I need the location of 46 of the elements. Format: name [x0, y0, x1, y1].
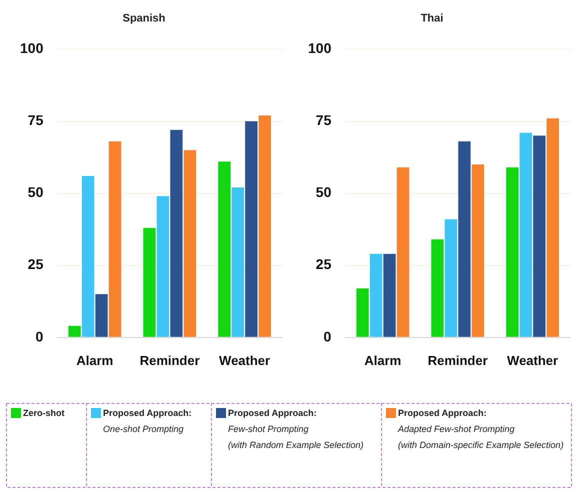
bar [370, 254, 382, 337]
bar [95, 294, 108, 337]
bar [431, 239, 444, 337]
bar [258, 115, 271, 337]
y-tick-label: 0 [36, 328, 44, 344]
bar [170, 130, 183, 337]
bar [218, 162, 231, 337]
y-tick-label: 75 [28, 112, 44, 128]
y-tick-label: 0 [324, 328, 332, 344]
bar [184, 150, 196, 337]
bar [472, 164, 484, 337]
legend-label: Proposed Approach: Few-shot Prompting (with Random Example Selection) [228, 408, 364, 450]
y-tick-label: 75 [316, 112, 332, 128]
bar [533, 136, 546, 337]
x-tick-label: Reminder [428, 352, 488, 368]
y-tick-label: 50 [28, 184, 44, 200]
x-tick-label: Weather [507, 352, 558, 368]
x-tick-label: Alarm [76, 352, 114, 368]
x-tick-label: Reminder [140, 352, 200, 368]
y-tick-label: 25 [28, 256, 44, 272]
bar [546, 118, 559, 337]
bar [232, 188, 244, 337]
x-tick-label: Alarm [364, 352, 402, 368]
bar [156, 196, 170, 337]
x-tick-label: Weather [219, 352, 270, 368]
legend-label: Proposed Approach: One-shot Prompting [103, 408, 192, 434]
y-tick-label: 100 [20, 40, 44, 56]
bar [82, 176, 94, 337]
bar [383, 254, 396, 337]
y-tick-label: 50 [316, 184, 332, 200]
bar [68, 326, 81, 337]
bar [506, 167, 519, 337]
chart-title: Spanish [122, 12, 166, 25]
y-tick-label: 100 [308, 40, 332, 56]
bar [396, 167, 410, 337]
legend-label: Zero-shot [23, 408, 64, 418]
chart-title: Thai [420, 12, 444, 25]
bar [356, 288, 369, 337]
y-tick-label: 25 [316, 256, 332, 272]
bar [520, 132, 532, 337]
bar [444, 219, 458, 337]
bar [458, 141, 471, 337]
bar [108, 141, 122, 337]
legend-label: Proposed Approach: Adapted Few-shot Prompting (with Domain-specific Example Selection) [397, 408, 564, 450]
bar [245, 121, 258, 337]
bar [143, 228, 156, 337]
